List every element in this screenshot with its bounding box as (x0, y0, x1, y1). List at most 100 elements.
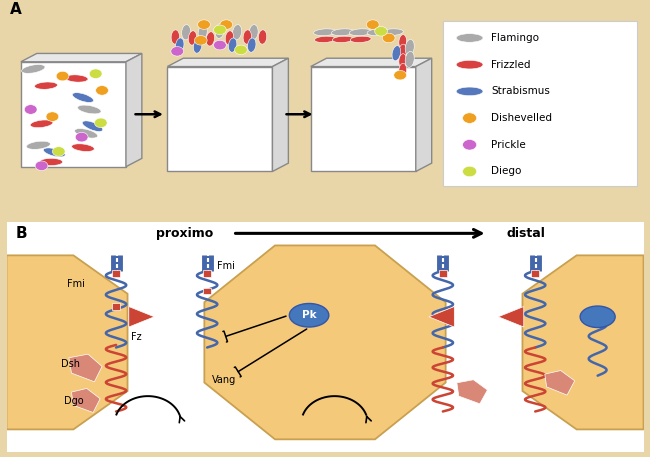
Circle shape (194, 36, 207, 45)
Ellipse shape (193, 39, 202, 53)
Ellipse shape (350, 36, 371, 43)
Text: Prickle: Prickle (491, 140, 526, 150)
Ellipse shape (243, 30, 252, 44)
Polygon shape (167, 58, 289, 67)
Circle shape (463, 166, 476, 177)
Ellipse shape (399, 44, 406, 58)
Text: Fmi: Fmi (216, 260, 235, 271)
Circle shape (56, 71, 69, 81)
Circle shape (463, 113, 476, 123)
Ellipse shape (399, 63, 406, 78)
Polygon shape (72, 388, 100, 413)
Ellipse shape (259, 30, 266, 44)
Text: Fmi: Fmi (67, 278, 85, 288)
Polygon shape (499, 307, 524, 327)
Ellipse shape (456, 60, 483, 69)
Polygon shape (429, 307, 454, 327)
Ellipse shape (332, 29, 354, 36)
Ellipse shape (30, 120, 53, 128)
Ellipse shape (405, 39, 414, 56)
Text: Strabismus: Strabismus (491, 86, 550, 96)
Text: Dsh: Dsh (60, 359, 80, 369)
Polygon shape (311, 58, 432, 67)
Text: Vang: Vang (213, 375, 237, 385)
Ellipse shape (72, 144, 94, 151)
Circle shape (220, 20, 233, 29)
Ellipse shape (399, 35, 406, 49)
Ellipse shape (226, 31, 233, 45)
Circle shape (235, 45, 247, 55)
Ellipse shape (75, 128, 98, 138)
Polygon shape (129, 307, 154, 327)
Text: distal: distal (506, 227, 545, 240)
Polygon shape (69, 354, 102, 382)
Ellipse shape (228, 38, 237, 52)
Bar (203, 288, 211, 294)
Text: Dgo: Dgo (64, 396, 83, 406)
Circle shape (198, 20, 211, 29)
Text: Pk: Pk (302, 310, 317, 320)
Circle shape (35, 161, 48, 170)
Bar (112, 270, 120, 276)
Polygon shape (6, 255, 127, 430)
Ellipse shape (332, 36, 354, 43)
Ellipse shape (456, 87, 483, 96)
Circle shape (94, 118, 107, 128)
Ellipse shape (171, 30, 179, 44)
Circle shape (374, 27, 387, 36)
Circle shape (382, 33, 395, 43)
Bar (531, 270, 540, 276)
Text: A: A (10, 2, 21, 17)
Ellipse shape (456, 34, 483, 42)
Circle shape (394, 70, 406, 80)
Circle shape (24, 105, 37, 114)
Ellipse shape (27, 141, 50, 149)
Text: Flamingo: Flamingo (491, 33, 540, 43)
Bar (112, 303, 120, 310)
Ellipse shape (83, 121, 103, 132)
Polygon shape (126, 53, 142, 167)
Ellipse shape (40, 159, 62, 165)
Text: Fz: Fz (131, 332, 141, 342)
FancyBboxPatch shape (443, 21, 637, 186)
Circle shape (213, 25, 226, 35)
Circle shape (53, 147, 65, 156)
Ellipse shape (313, 29, 337, 36)
Polygon shape (523, 255, 644, 430)
Circle shape (213, 40, 226, 50)
Polygon shape (21, 62, 126, 167)
Text: proximo: proximo (156, 227, 213, 240)
Ellipse shape (349, 29, 372, 36)
Text: B: B (16, 226, 28, 241)
Ellipse shape (77, 105, 101, 114)
Ellipse shape (198, 25, 207, 40)
Ellipse shape (580, 306, 615, 328)
Polygon shape (272, 58, 289, 171)
Circle shape (46, 112, 58, 122)
Ellipse shape (405, 51, 414, 68)
Ellipse shape (248, 38, 256, 52)
Circle shape (463, 139, 476, 150)
Ellipse shape (21, 64, 45, 73)
Ellipse shape (188, 31, 197, 45)
Ellipse shape (380, 29, 403, 36)
Text: Frizzled: Frizzled (491, 60, 531, 69)
Ellipse shape (206, 32, 215, 46)
Ellipse shape (181, 25, 190, 40)
Polygon shape (457, 380, 488, 404)
Ellipse shape (215, 23, 224, 38)
Polygon shape (167, 67, 272, 171)
Ellipse shape (399, 54, 406, 68)
Ellipse shape (72, 93, 94, 102)
Circle shape (89, 69, 102, 79)
Text: Diego: Diego (491, 166, 522, 176)
Circle shape (75, 133, 88, 142)
Polygon shape (204, 245, 446, 439)
Ellipse shape (249, 25, 258, 40)
Ellipse shape (367, 29, 390, 36)
Circle shape (96, 85, 109, 95)
Text: Dishevelled: Dishevelled (491, 113, 552, 123)
Bar (439, 270, 447, 276)
Ellipse shape (34, 82, 57, 89)
Ellipse shape (65, 75, 88, 82)
